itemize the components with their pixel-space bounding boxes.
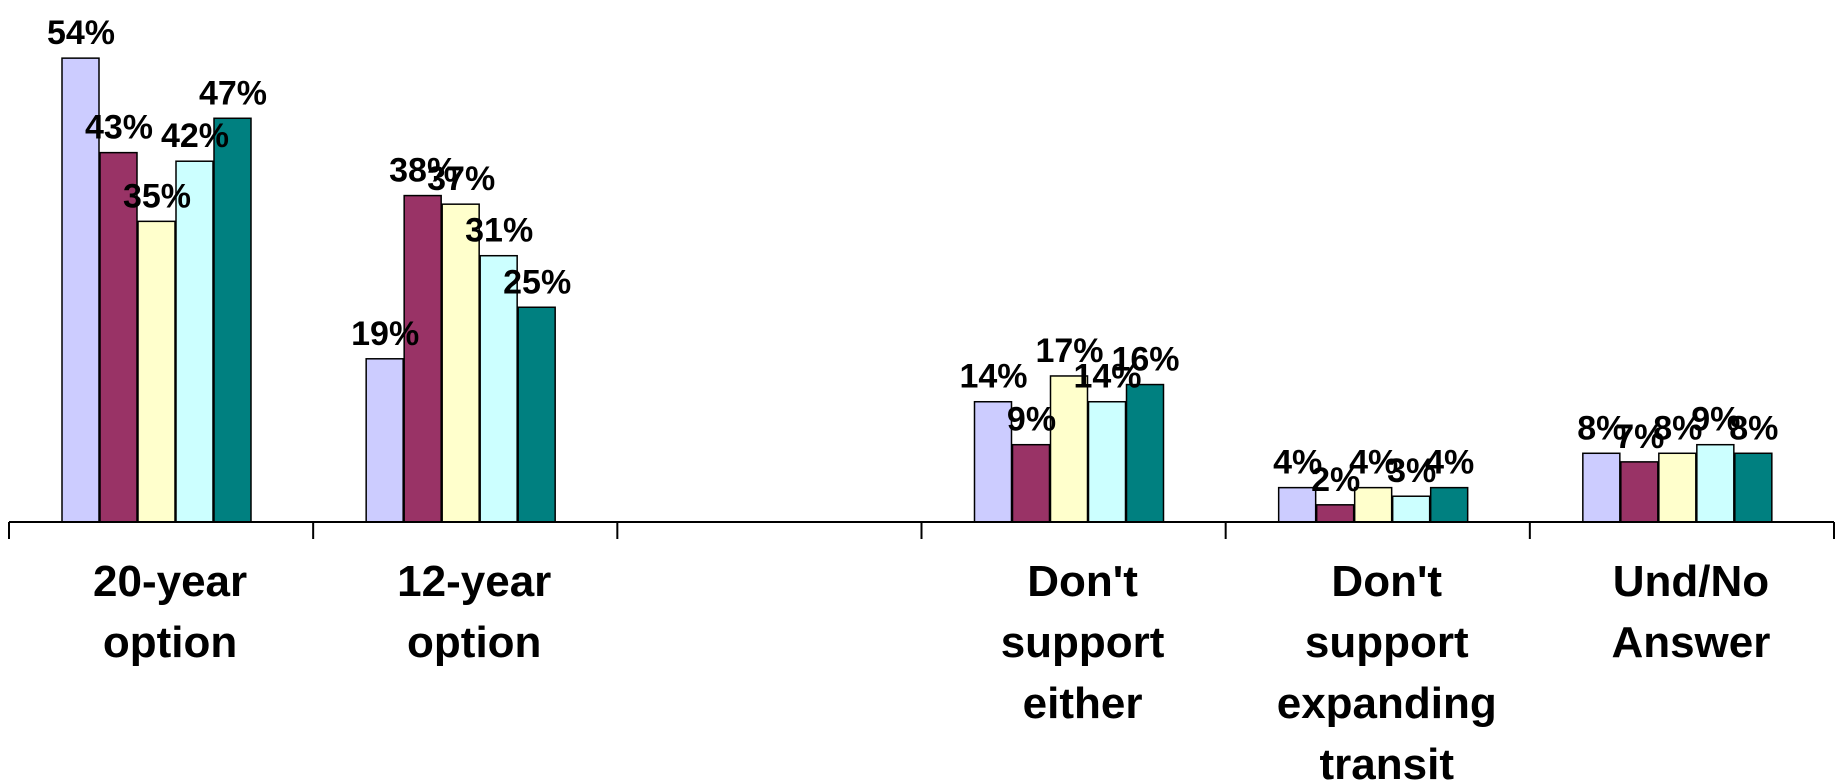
x-axis — [8, 521, 1835, 539]
value-label-series-3-cat-6: 8% — [1653, 409, 1702, 447]
value-label-series-4-cat-4: 14% — [1073, 358, 1141, 396]
category-label-line: either — [1023, 679, 1143, 728]
bar-series-4-cat-5 — [1391, 495, 1431, 523]
value-label-series-2-cat-4: 9% — [1007, 401, 1056, 439]
bar-series-5-cat-6 — [1734, 452, 1773, 523]
value-label-series-4-cat-6: 9% — [1691, 401, 1740, 439]
bar-series-2-cat-1 — [99, 151, 138, 523]
value-label-series-4-cat-2: 31% — [465, 212, 533, 250]
bar-series-3-cat-4 — [1049, 375, 1089, 523]
category-label-line: Und/No — [1613, 557, 1769, 606]
category-label-2: 12-year option — [397, 557, 551, 667]
value-label-series-4-cat-1: 42% — [161, 117, 229, 155]
bar-series-4-cat-6 — [1696, 443, 1735, 523]
value-label-series-3-cat-5: 4% — [1349, 444, 1398, 482]
bar-series-3-cat-1 — [137, 220, 176, 523]
category-label-line: support — [1305, 618, 1469, 667]
bars-layer — [61, 57, 1773, 523]
bar-series-3-cat-2 — [441, 203, 480, 523]
bar-series-2-cat-4 — [1011, 443, 1051, 523]
value-labels-layer: 54% 19% 14% 4% 8% 43% 38% 9% 2% 7% 35% 37% 17% 4% 8% 42… — [47, 14, 1778, 499]
value-label-series-3-cat-4: 17% — [1035, 332, 1103, 370]
value-label-series-2-cat-1: 43% — [85, 109, 153, 147]
bar-series-2-cat-2 — [403, 194, 442, 523]
value-label-series-5-cat-2: 25% — [503, 263, 571, 301]
category-label-line: option — [407, 618, 541, 667]
value-label-series-4-cat-5: 3% — [1387, 452, 1436, 490]
bar-series-4-cat-1 — [175, 160, 214, 523]
value-label-series-1-cat-1: 54% — [47, 14, 115, 52]
bar-series-5-cat-4 — [1125, 383, 1165, 523]
bar-series-1-cat-2 — [365, 358, 404, 523]
value-label-series-1-cat-4: 14% — [959, 358, 1027, 396]
category-label-line: expanding — [1277, 679, 1497, 728]
value-label-series-2-cat-5: 2% — [1311, 461, 1360, 499]
category-label-1: 20-year option — [93, 557, 247, 667]
value-label-series-1-cat-2: 19% — [351, 315, 419, 353]
value-label-series-2-cat-2: 38% — [389, 152, 457, 190]
value-label-series-5-cat-1: 47% — [199, 74, 267, 112]
value-label-series-5-cat-4: 16% — [1111, 341, 1179, 379]
category-label-line: transit — [1320, 740, 1455, 782]
category-label-line: Answer — [1611, 618, 1770, 667]
bar-series-5-cat-5 — [1429, 486, 1469, 523]
category-label-line: Don't — [1331, 557, 1442, 606]
value-label-series-1-cat-6: 8% — [1577, 409, 1626, 447]
category-label-6: Und/No Answer — [1611, 557, 1770, 667]
category-label-4: Don't support either — [1001, 557, 1165, 728]
bar-series-3-cat-6 — [1658, 452, 1697, 523]
bar-series-4-cat-4 — [1087, 400, 1127, 523]
bar-series-2-cat-5 — [1315, 504, 1355, 523]
bar-series-1-cat-1 — [61, 57, 100, 523]
bar-series-5-cat-2 — [517, 306, 556, 523]
category-label-line: support — [1001, 618, 1165, 667]
value-label-series-5-cat-5: 4% — [1425, 444, 1474, 482]
category-label-5: Don't support expanding transit — [1277, 557, 1497, 782]
bar-series-1-cat-6 — [1582, 452, 1621, 523]
category-label-line: 12-year — [397, 557, 551, 606]
value-label-series-3-cat-2: 37% — [427, 160, 495, 198]
category-label-line: Don't — [1027, 557, 1138, 606]
bar-series-1-cat-4 — [973, 400, 1013, 523]
category-label-line: option — [103, 618, 237, 667]
category-label-line: 20-year — [93, 557, 247, 606]
value-label-series-1-cat-5: 4% — [1273, 444, 1322, 482]
value-label-series-2-cat-6: 7% — [1615, 418, 1664, 456]
bar-series-5-cat-1 — [213, 117, 252, 523]
value-label-series-3-cat-1: 35% — [123, 177, 191, 215]
category-labels-layer: 20-year option 12-year option Don't support ei… — [93, 557, 1770, 782]
bar-series-2-cat-6 — [1620, 461, 1659, 523]
value-label-series-5-cat-6: 8% — [1729, 409, 1778, 447]
